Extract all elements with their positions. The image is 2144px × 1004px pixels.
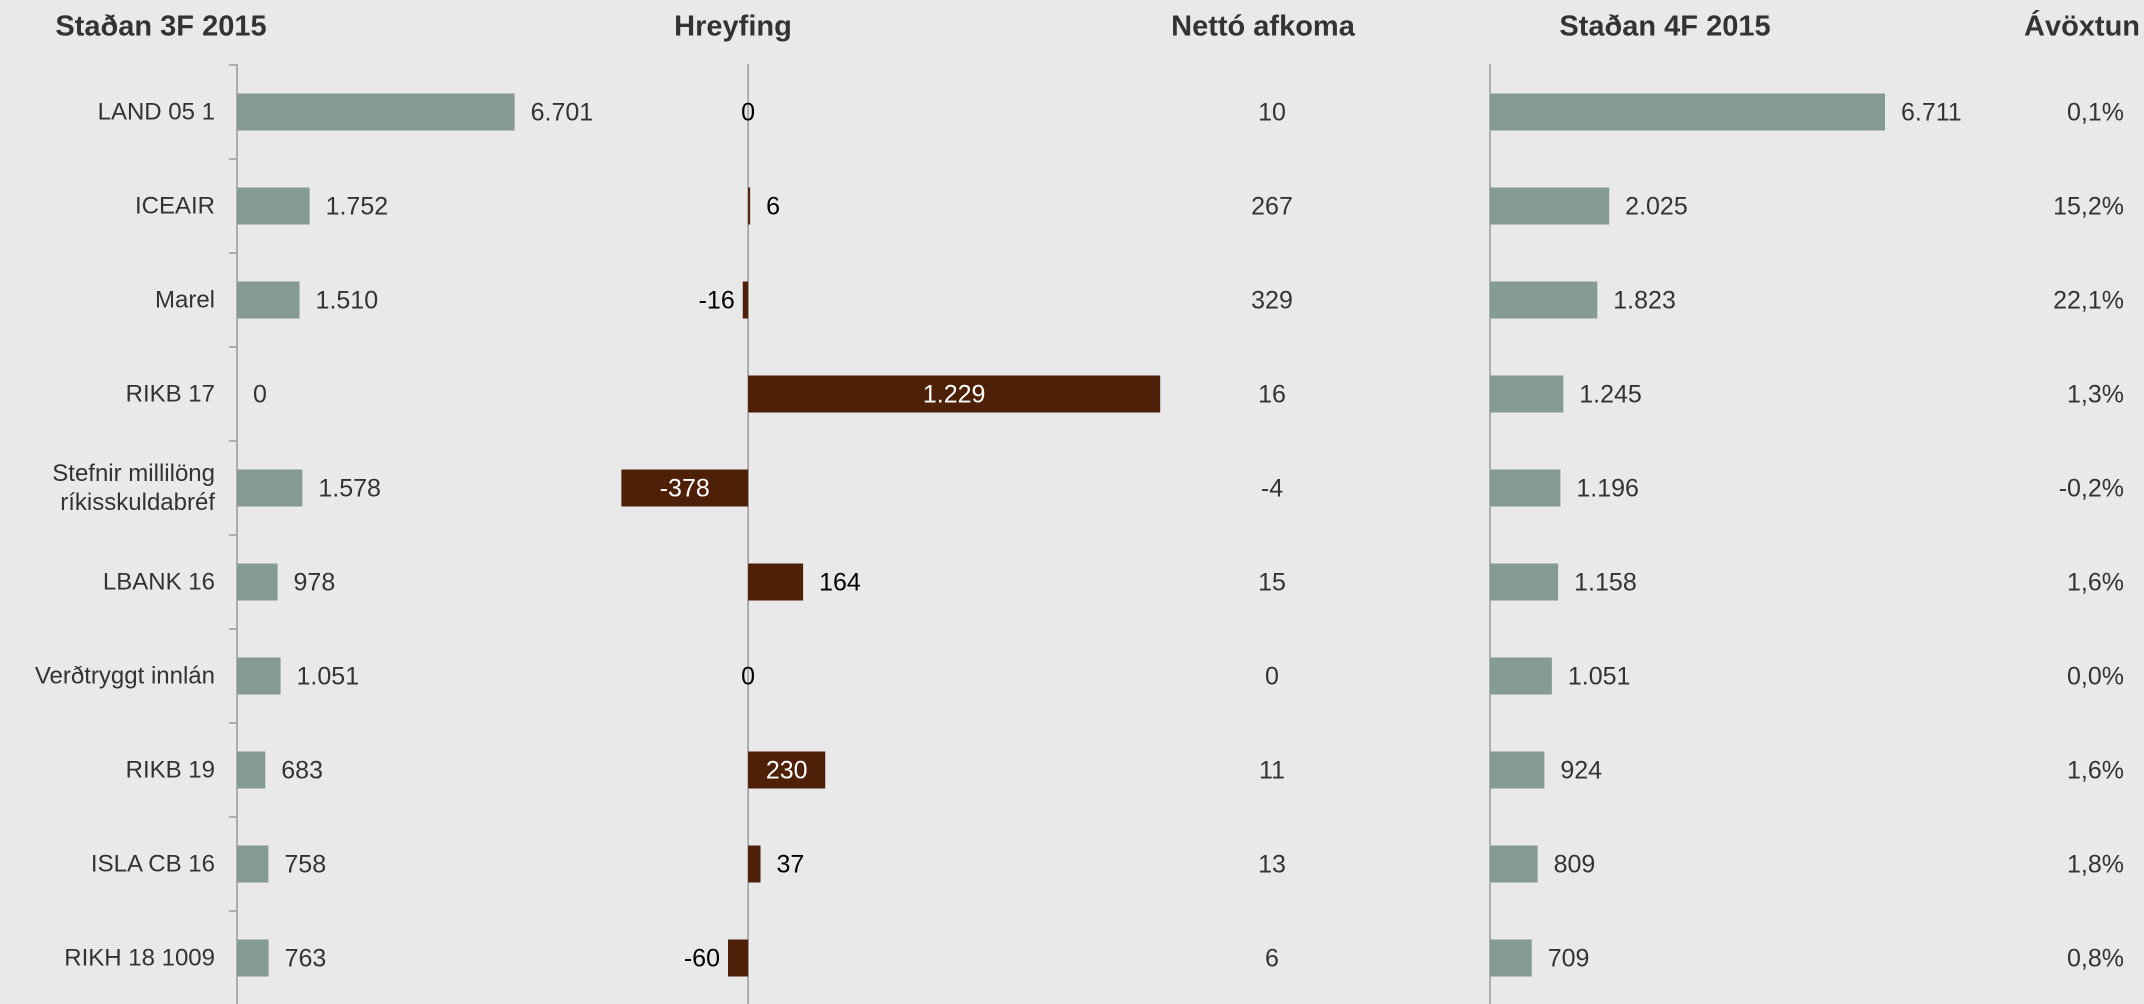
value-label: 763 bbox=[285, 945, 327, 973]
panel-title: Ávöxtun bbox=[2024, 9, 2140, 43]
category-label: RIKB 19 bbox=[125, 756, 215, 784]
category-label: RIKH 18 1009 bbox=[64, 944, 215, 972]
table-value: 267 bbox=[1251, 193, 1293, 221]
table-value: 0,0% bbox=[2067, 663, 2124, 691]
bar bbox=[1490, 281, 1598, 319]
bar bbox=[748, 845, 761, 883]
bar bbox=[237, 187, 310, 225]
bar bbox=[237, 939, 269, 977]
value-label: 758 bbox=[284, 851, 326, 879]
panel-title: Staðan 3F 2015 bbox=[55, 11, 266, 43]
category-label: ISLA CB 16 bbox=[90, 850, 215, 878]
value-label: 924 bbox=[1560, 757, 1602, 785]
category-label: RIKB 17 bbox=[125, 380, 215, 408]
bar bbox=[237, 751, 266, 789]
bar bbox=[1490, 657, 1552, 695]
panel-title: Nettó afkoma bbox=[1171, 11, 1356, 43]
value-label: 683 bbox=[281, 757, 323, 785]
bar bbox=[237, 469, 303, 507]
value-label: 1.051 bbox=[297, 663, 360, 691]
value-label: 6 bbox=[766, 193, 780, 221]
bar bbox=[237, 563, 278, 601]
category-label: ICEAIR bbox=[134, 192, 215, 220]
bar bbox=[742, 281, 749, 319]
bar bbox=[1490, 469, 1561, 507]
table-value: 1,6% bbox=[2067, 757, 2124, 785]
table-value: 15,2% bbox=[2053, 193, 2124, 221]
value-label: 1.051 bbox=[1568, 663, 1631, 691]
table-value: 22,1% bbox=[2053, 287, 2124, 315]
table-value: 16 bbox=[1258, 381, 1286, 409]
value-label: 0 bbox=[741, 99, 755, 127]
bar bbox=[1490, 93, 1885, 131]
category-label: Marel bbox=[154, 286, 215, 314]
table-value: 1,8% bbox=[2067, 851, 2124, 879]
bar bbox=[237, 281, 300, 319]
value-label: 1.158 bbox=[1574, 569, 1637, 597]
bar bbox=[1490, 845, 1538, 883]
value-label: 1.229 bbox=[923, 381, 986, 409]
value-label: 978 bbox=[294, 569, 336, 597]
bar bbox=[237, 845, 269, 883]
value-label: 2.025 bbox=[1625, 193, 1688, 221]
bar bbox=[748, 563, 804, 601]
value-label: 230 bbox=[766, 757, 808, 785]
value-label: 1.823 bbox=[1613, 287, 1676, 315]
table-value: 10 bbox=[1258, 99, 1286, 127]
value-label: 164 bbox=[819, 569, 861, 597]
table-value: 1,3% bbox=[2067, 381, 2124, 409]
category-label: Stefnir millilöng ríkisskuldabréf bbox=[52, 460, 215, 516]
bar bbox=[1490, 563, 1559, 601]
bar bbox=[748, 375, 1161, 413]
table-value: -4 bbox=[1261, 475, 1283, 503]
bar bbox=[748, 751, 826, 789]
category-label: Verðtryggt innlán bbox=[34, 662, 215, 690]
table-value: 0,1% bbox=[2067, 99, 2124, 127]
table-value: 0,8% bbox=[2067, 945, 2124, 973]
table-value: 15 bbox=[1258, 569, 1286, 597]
value-label: 1.245 bbox=[1579, 381, 1642, 409]
table-value: 329 bbox=[1251, 287, 1293, 315]
bar bbox=[1490, 187, 1610, 225]
bar bbox=[1490, 751, 1545, 789]
bar bbox=[1490, 939, 1532, 977]
table-value: 6 bbox=[1265, 945, 1279, 973]
value-label: 1.752 bbox=[326, 193, 389, 221]
value-label: 6.701 bbox=[531, 99, 594, 127]
value-label: 1.578 bbox=[318, 475, 381, 503]
bar bbox=[621, 469, 749, 507]
value-label: -16 bbox=[699, 287, 735, 315]
table-value: 11 bbox=[1259, 757, 1285, 785]
panel-title: Staðan 4F 2015 bbox=[1559, 11, 1770, 43]
value-label: 0 bbox=[253, 381, 267, 409]
value-label: 809 bbox=[1554, 851, 1596, 879]
value-label: 6.711 bbox=[1901, 99, 1962, 127]
bar bbox=[237, 93, 515, 131]
table-value: 1,6% bbox=[2067, 569, 2124, 597]
bar bbox=[237, 657, 281, 695]
table-value: -0,2% bbox=[2059, 475, 2124, 503]
panel-title: Hreyfing bbox=[674, 11, 792, 43]
value-label: 0 bbox=[741, 663, 755, 691]
table-value: 0 bbox=[1265, 663, 1279, 691]
bar bbox=[728, 939, 749, 977]
category-label: LBANK 16 bbox=[102, 568, 215, 596]
value-label: -378 bbox=[660, 475, 710, 503]
value-label: 37 bbox=[777, 851, 805, 879]
value-label: 1.510 bbox=[316, 287, 379, 315]
value-label: 709 bbox=[1548, 945, 1590, 973]
value-label: 1.196 bbox=[1576, 475, 1639, 503]
bar bbox=[1490, 375, 1564, 413]
table-value: 13 bbox=[1258, 851, 1286, 879]
bar bbox=[748, 187, 751, 225]
category-label: LAND 05 1 bbox=[97, 98, 215, 126]
value-label: -60 bbox=[684, 945, 720, 973]
